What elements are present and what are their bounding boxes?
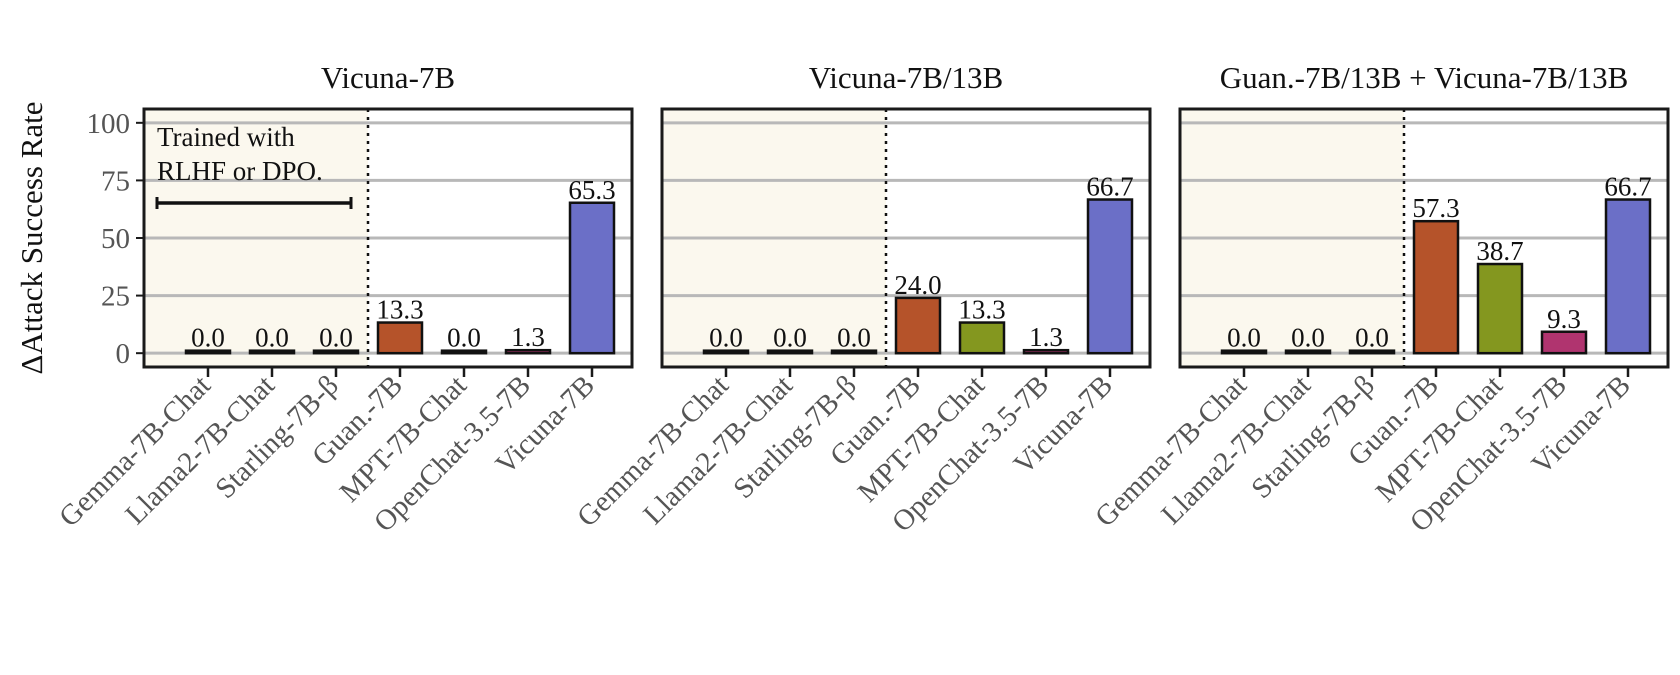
panel-1-bar-3 [312, 349, 360, 355]
panel-1-bar-label-2: 0.0 [255, 323, 289, 353]
panel-3-bar-1 [1220, 349, 1268, 355]
panel-2-title: Vicuna-7B/13B [809, 60, 1003, 95]
panel-1-bar-label-4: 13.3 [376, 295, 423, 325]
panel-2-bar-label-4: 24.0 [894, 270, 941, 300]
panel-3-bar-label-6: 9.3 [1547, 304, 1581, 334]
panel-1-bar-7 [568, 201, 616, 355]
panel-2-bar-7 [1086, 198, 1134, 355]
panel-3-bar-6 [1540, 330, 1588, 355]
panel-1-bar-1 [184, 349, 232, 355]
panel-2-bar-label-5: 13.3 [958, 295, 1005, 325]
panel-2-bar-6 [1022, 348, 1070, 355]
panel-3-title: Guan.-7B/13B + Vicuna-7B/13B [1220, 60, 1629, 95]
panel-3-bar-4 [1412, 219, 1460, 355]
panel-1-bar-label-6: 1.3 [511, 322, 545, 352]
panel-1-bar-2 [248, 349, 296, 355]
y-tick-label-5: 100 [87, 108, 131, 140]
y-tick-label-1: 0 [116, 338, 131, 370]
panel-2-bar-5 [958, 321, 1006, 355]
panel-2-bar-label-7: 66.7 [1086, 172, 1133, 202]
panel-3-bar-label-3: 0.0 [1355, 323, 1389, 353]
annotation-line-2: RLHF or DPO. [157, 156, 323, 186]
panel-1-bar-5 [440, 349, 488, 355]
panel-3-bar-label-4: 57.3 [1412, 193, 1459, 223]
y-tick-label-2: 25 [101, 281, 130, 313]
panel-3-bar-7 [1604, 198, 1652, 355]
panel-2-bar-3 [830, 349, 878, 355]
panel-1-title: Vicuna-7B [321, 60, 455, 95]
panel-2-bar-1 [702, 349, 750, 355]
annotation-line-1: Trained with [157, 122, 295, 152]
y-tick-label-4: 75 [101, 165, 130, 197]
panel-1-bar-6 [504, 348, 552, 355]
panel-2-bar-label-1: 0.0 [709, 323, 743, 353]
panel-1-bar-label-7: 65.3 [568, 175, 615, 205]
panel-3-bar-2 [1284, 349, 1332, 355]
panel-3-bar-3 [1348, 349, 1396, 355]
panel-1-bar-label-3: 0.0 [319, 323, 353, 353]
panel-1-bar-label-5: 0.0 [447, 323, 481, 353]
panel-2-frame [660, 107, 1152, 369]
panel-3-bar-label-1: 0.0 [1227, 323, 1261, 353]
panel-3-bar-label-2: 0.0 [1291, 323, 1325, 353]
y-axis-label: ΔAttack Success Rate [14, 101, 49, 374]
panel-3-bar-label-7: 66.7 [1604, 172, 1651, 202]
panel-2-bar-4 [894, 296, 942, 355]
panel-1-bar-4 [376, 321, 424, 355]
panel-3-bar-5 [1476, 262, 1524, 355]
panel-3-frame [1178, 107, 1670, 369]
y-tick-label-3: 50 [101, 223, 130, 255]
panel-2-bar-label-2: 0.0 [773, 323, 807, 353]
panel-1-bar-label-1: 0.0 [191, 323, 225, 353]
panel-3-bar-label-5: 38.7 [1476, 236, 1523, 266]
panel-2-bar-label-3: 0.0 [837, 323, 871, 353]
panel-2-bar-label-6: 1.3 [1029, 322, 1063, 352]
panel-2-bar-2 [766, 349, 814, 355]
